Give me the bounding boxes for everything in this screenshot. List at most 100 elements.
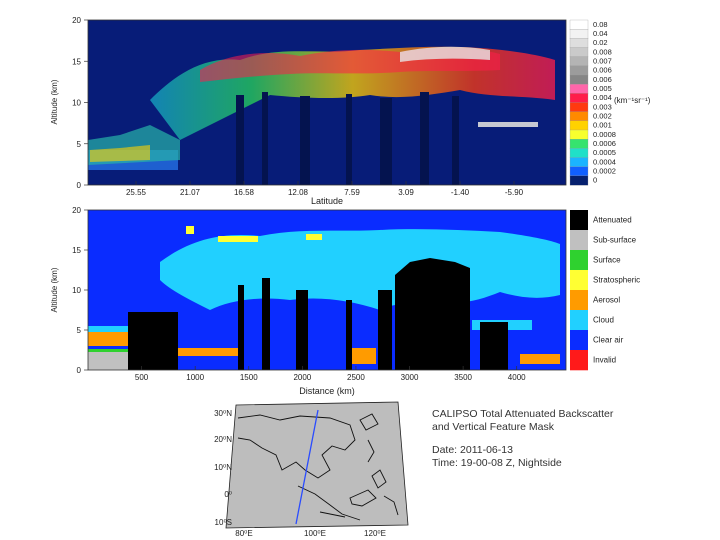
info-title-line-2: and Vertical Feature Mask: [432, 421, 554, 433]
colorbar-label: 0.001: [593, 121, 612, 130]
colorbar-label: 0.007: [593, 57, 612, 66]
feature-mask-x-axis-label: Distance (km): [299, 386, 355, 396]
colorbar-label: 0.008: [593, 47, 612, 56]
backscatter-y-tick-label: 5: [77, 140, 82, 149]
map-lat-label-20n: 20⁰N: [214, 435, 232, 444]
feature-mask-x-tick-label: 2000: [293, 373, 311, 382]
colorbar-label: 0.0002: [593, 167, 616, 176]
colorbar-unit-label: (km⁻¹sr⁻¹): [614, 96, 651, 105]
backscatter-x-tick-label: 12.08: [288, 188, 309, 197]
legend-label: Cloud: [593, 315, 614, 324]
colorbar-swatch: [569, 38, 589, 48]
feature-mask-y-tick-label: 15: [72, 246, 81, 255]
feature-mask-x-tick-label: 1500: [240, 373, 258, 382]
backscatter-x-tick-label: 3.09: [398, 188, 414, 197]
feature-mask-y-tick-label: 10: [72, 286, 81, 295]
map-lat-label-0: 0⁰: [224, 490, 232, 499]
feature-mask-sub-surface: [88, 352, 128, 370]
backscatter-y-tick-label: 0: [77, 181, 82, 190]
feature-mask-x-tick-label: 3500: [454, 373, 472, 382]
feature-mask-strat-2: [218, 236, 258, 242]
colorbar-swatch: [569, 157, 589, 168]
backscatter-x-tick-label: -1.40: [451, 188, 470, 197]
map-coastlines: [237, 413, 399, 521]
colorbar-swatch: [569, 175, 589, 186]
feature-mask-surface-line: [88, 349, 128, 352]
map-lat-label-30n: 30⁰N: [214, 409, 232, 418]
legend-label: Stratospheric: [593, 275, 640, 284]
colorbar-label: 0.02: [593, 38, 608, 47]
map-lat-label-10s: 10⁰S: [215, 518, 232, 527]
backscatter-x-tick-label: 16.58: [234, 188, 255, 197]
colorbar-swatch: [569, 65, 589, 76]
colorbar-swatch: [569, 139, 589, 149]
legend-swatch: [570, 310, 588, 331]
colorbar-swatch: [569, 166, 589, 177]
satellite-ground-track: [295, 409, 319, 525]
backscatter-cloud-top: [400, 46, 490, 62]
feature-mask-strat-3: [306, 234, 322, 240]
colorbar-label: 0: [593, 176, 597, 185]
colorbar-label: 0.0008: [593, 130, 616, 139]
colorbar-swatch: [569, 19, 589, 30]
colorbar-swatch: [569, 129, 589, 140]
legend-swatch: [570, 350, 588, 371]
legend-label: Aerosol: [593, 295, 620, 304]
colorbar-label: 0.006: [593, 66, 612, 75]
backscatter-x-ticks: 25.55 21.07 16.58 12.08 7.59 3.09 -1.40 -5.90: [126, 181, 524, 197]
legend-label: Attenuated: [593, 215, 632, 224]
colorbar-swatch: [569, 102, 589, 113]
colorbar-label: 0.04: [593, 29, 608, 38]
legend-label: Surface: [593, 255, 621, 264]
feature-mask-panel: 0 5 10 15 20 500 1000 1500 2000 2500 3000 3500 4000…: [50, 206, 640, 396]
colorbar-swatch: [569, 29, 589, 39]
backscatter-y-ticks: 0 5 10 15 20: [72, 16, 88, 190]
legend-swatch: [570, 270, 588, 291]
backscatter-x-tick-label: 7.59: [344, 188, 360, 197]
legend-swatch: [570, 210, 588, 231]
colorbar-label: 0.003: [593, 102, 612, 111]
map-lon-label-80e: 80⁰E: [235, 529, 252, 538]
map-lon-label-100e: 100⁰E: [304, 529, 326, 538]
backscatter-x-tick-label: 21.07: [180, 188, 201, 197]
colorbar-label: 0.002: [593, 112, 612, 121]
backscatter-panel: 0 5 10 15 20 25.55 21.07 16.58 12.08 7.59 3.09 -1.…: [50, 16, 651, 206]
legend-swatch: [570, 230, 588, 251]
feature-mask-strat-1: [186, 226, 194, 234]
colorbar-label: 0.006: [593, 75, 612, 84]
legend-label: Invalid: [593, 355, 616, 364]
feature-mask-legend: Attenuated Sub-surface Surface Stratospheri…: [570, 210, 640, 371]
backscatter-low-cloud: [478, 122, 538, 127]
feature-mask-x-tick-label: 500: [135, 373, 149, 382]
colorbar-swatch: [569, 56, 589, 67]
map-lat-label-10n: 10⁰N: [214, 463, 232, 472]
colorbar-label: 0.004: [593, 93, 612, 102]
legend-label: Sub-surface: [593, 235, 637, 244]
colorbar-label: 0.0006: [593, 139, 616, 148]
feature-mask-aerosol-regions: [88, 332, 560, 364]
legend-swatch: [570, 250, 588, 271]
colorbar-swatch: [569, 47, 589, 58]
backscatter-attenuation-streaks: [236, 92, 459, 185]
backscatter-y-tick-label: 20: [72, 16, 81, 25]
info-time: Time: 19-00-08 Z, Nightside: [432, 457, 562, 469]
backscatter-y-tick-label: 15: [72, 57, 81, 66]
info-title-line-1: CALIPSO Total Attenuated Backscatter: [432, 408, 614, 420]
colorbar-label: 0.005: [593, 84, 612, 93]
feature-mask-y-ticks: 0 5 10 15 20: [72, 206, 88, 375]
feature-mask-x-tick-label: 2500: [347, 373, 365, 382]
colorbar-swatch: [569, 93, 589, 103]
colorbar-swatch: [569, 120, 589, 131]
info-date: Date: 2011-06-13: [432, 444, 513, 456]
backscatter-x-axis-label: Latitude: [311, 196, 343, 206]
colorbar-label: 0.08: [593, 20, 608, 29]
feature-mask-y-axis-label: Altitude (km): [50, 267, 59, 312]
legend-label: Clear air: [593, 335, 624, 344]
backscatter-x-tick-label: -5.90: [505, 188, 524, 197]
colorbar-swatch: [569, 148, 589, 158]
backscatter-aerosol-patch: [90, 145, 150, 162]
feature-mask-x-ticks: 500 1000 1500 2000 2500 3000 3500 4000: [135, 366, 526, 382]
granule-info: CALIPSO Total Attenuated Backscatter and…: [432, 408, 712, 470]
track-map: 30⁰N 20⁰N 10⁰N 0⁰ 10⁰S 80⁰E 100⁰E 120⁰E: [214, 401, 409, 538]
